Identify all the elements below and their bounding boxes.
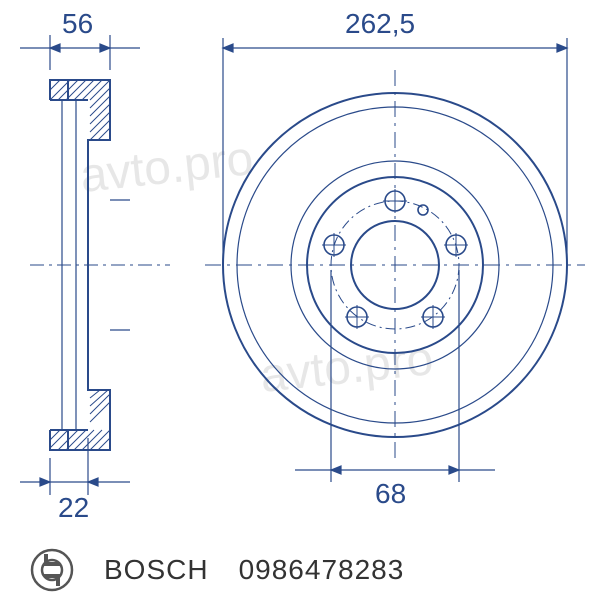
- part-number: 0986478283: [239, 554, 405, 586]
- dim-outer-diameter: 262,5: [345, 8, 415, 40]
- dim-offset-depth: 56: [62, 8, 93, 40]
- front-face-view: [205, 10, 585, 530]
- dim-thickness: 22: [58, 492, 89, 524]
- bosch-logo-icon: [30, 548, 74, 592]
- drawing-canvas: avto.pro avto.pro: [0, 0, 600, 600]
- dim-bolt-circle: 68: [375, 478, 406, 510]
- side-section-view: [10, 10, 210, 530]
- footer: BOSCH 0986478283: [0, 540, 600, 600]
- brand-name: BOSCH: [104, 554, 209, 586]
